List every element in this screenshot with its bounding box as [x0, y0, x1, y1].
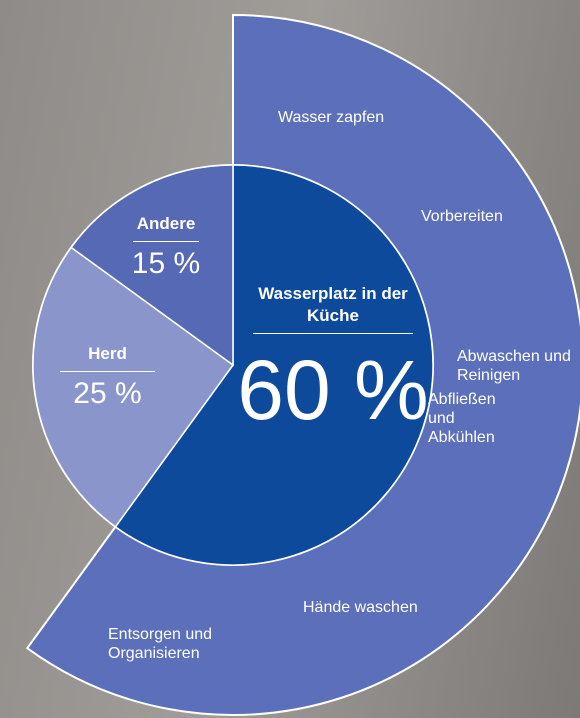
activity-label: Hände waschen: [303, 598, 473, 617]
slice-name: Andere: [133, 213, 199, 242]
slice-name: Wasserplatz in der Küche: [253, 283, 413, 334]
activity-label: Wasser zapfen: [278, 108, 438, 127]
slice-name: Herd: [60, 343, 155, 372]
activity-label: Abwaschen und Reinigen: [457, 347, 579, 385]
slice-value: 60 %: [233, 345, 433, 435]
activity-label: Vorbereiten: [421, 207, 551, 226]
slice-value: 25 %: [40, 377, 175, 411]
activity-label: Abfließen und Abkühlen: [428, 390, 500, 447]
activity-label: Entsorgen und Organisieren: [108, 625, 288, 663]
infographic: Wasserplatz in der Küche 60 % Herd 25 % Ande…: [0, 0, 580, 718]
slice-value: 15 %: [113, 247, 219, 281]
